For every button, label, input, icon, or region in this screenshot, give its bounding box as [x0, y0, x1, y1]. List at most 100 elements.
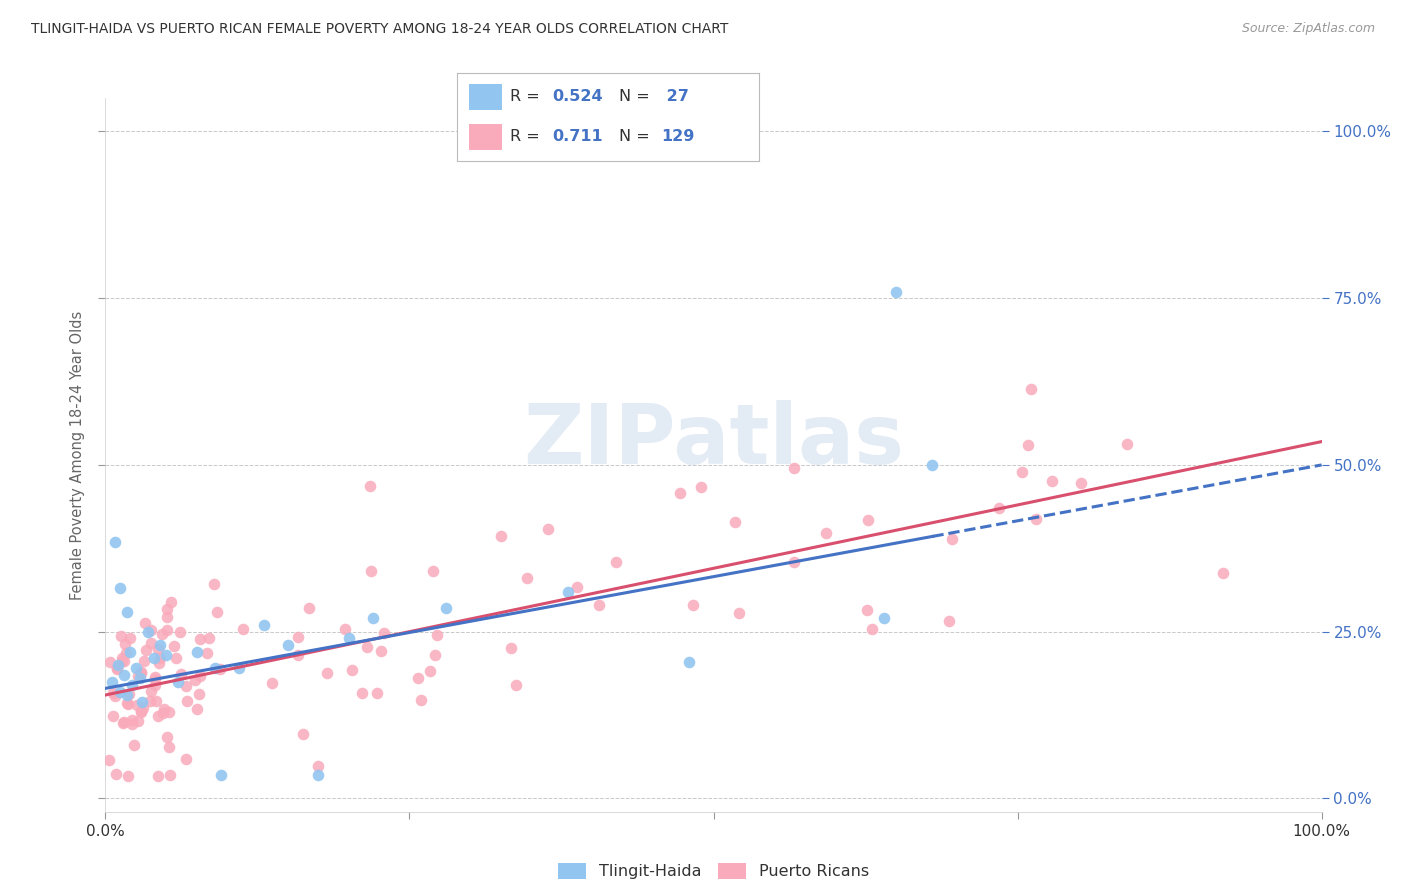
Point: [588, 598, 610, 612]
Text: 0.524: 0.524: [553, 89, 603, 104]
Point: [783, 460, 806, 475]
Point: [516, 571, 538, 585]
Bar: [470, 84, 502, 110]
Point: [112, 654, 135, 668]
Point: [107, 662, 129, 676]
Point: [188, 687, 211, 701]
Point: [884, 285, 907, 299]
Point: [108, 582, 131, 596]
Point: [118, 631, 141, 645]
Point: [143, 678, 166, 692]
Bar: [470, 124, 502, 150]
Point: [143, 670, 166, 684]
Point: [101, 708, 124, 723]
Point: [152, 706, 174, 720]
Point: [135, 642, 157, 657]
Point: [148, 709, 170, 723]
Point: [111, 655, 134, 669]
Point: [150, 627, 173, 641]
Point: [149, 638, 172, 652]
Point: [127, 714, 149, 728]
Point: [335, 623, 357, 637]
Point: [565, 580, 588, 594]
Point: [100, 674, 122, 689]
Point: [307, 768, 329, 782]
Point: [153, 702, 176, 716]
Point: [505, 678, 527, 692]
Point: [287, 630, 309, 644]
Point: [125, 698, 148, 712]
Point: [132, 701, 155, 715]
Point: [605, 555, 627, 569]
Point: [260, 675, 283, 690]
Text: TLINGIT-HAIDA VS PUERTO RICAN FEMALE POVERTY AMONG 18-24 YEAR OLDS CORRELATION C: TLINGIT-HAIDA VS PUERTO RICAN FEMALE POV…: [31, 22, 728, 37]
Point: [298, 601, 321, 615]
Point: [209, 662, 232, 676]
Point: [115, 696, 138, 710]
Point: [128, 671, 150, 685]
Point: [307, 759, 329, 773]
Point: [689, 480, 711, 494]
Point: [129, 704, 152, 718]
Point: [188, 632, 211, 647]
Point: [143, 672, 166, 686]
Point: [159, 705, 181, 719]
Point: [359, 479, 381, 493]
Point: [489, 529, 512, 543]
Point: [129, 705, 152, 719]
Point: [418, 664, 440, 678]
Point: [1070, 475, 1092, 490]
Point: [98, 656, 121, 670]
Point: [370, 644, 392, 658]
Point: [170, 666, 193, 681]
Point: [340, 663, 363, 677]
Point: [727, 607, 749, 621]
Point: [112, 668, 135, 682]
Point: [315, 665, 337, 680]
Point: [104, 534, 127, 549]
Point: [169, 625, 191, 640]
Point: [938, 614, 960, 628]
Point: [111, 651, 134, 665]
Point: [134, 653, 156, 667]
Point: [287, 648, 309, 663]
Point: [195, 646, 218, 660]
Point: [121, 678, 143, 692]
Point: [118, 645, 141, 659]
Point: [356, 640, 378, 654]
Point: [117, 688, 139, 702]
Point: [291, 727, 314, 741]
Point: [141, 623, 163, 637]
Point: [105, 661, 128, 675]
Point: [204, 661, 226, 675]
Point: [186, 702, 208, 716]
Point: [373, 626, 395, 640]
Point: [537, 522, 560, 536]
Point: [129, 665, 152, 679]
Point: [176, 694, 198, 708]
Point: [141, 684, 163, 698]
Point: [724, 516, 747, 530]
Point: [873, 611, 896, 625]
Text: R =: R =: [510, 129, 550, 145]
Point: [134, 615, 156, 630]
Point: [988, 500, 1011, 515]
Point: [138, 694, 160, 708]
Text: ZIPatlas: ZIPatlas: [523, 401, 904, 481]
Point: [426, 628, 449, 642]
Point: [1019, 382, 1042, 396]
Point: [1116, 436, 1139, 450]
Point: [860, 622, 883, 636]
Point: [814, 526, 837, 541]
Point: [136, 624, 159, 639]
Point: [205, 605, 228, 619]
Point: [149, 651, 172, 665]
Point: [122, 739, 145, 753]
Text: R =: R =: [510, 89, 544, 104]
Point: [163, 639, 186, 653]
Text: 129: 129: [661, 129, 695, 145]
Point: [145, 694, 167, 708]
Point: [117, 769, 139, 783]
Point: [112, 714, 135, 729]
Point: [127, 669, 149, 683]
